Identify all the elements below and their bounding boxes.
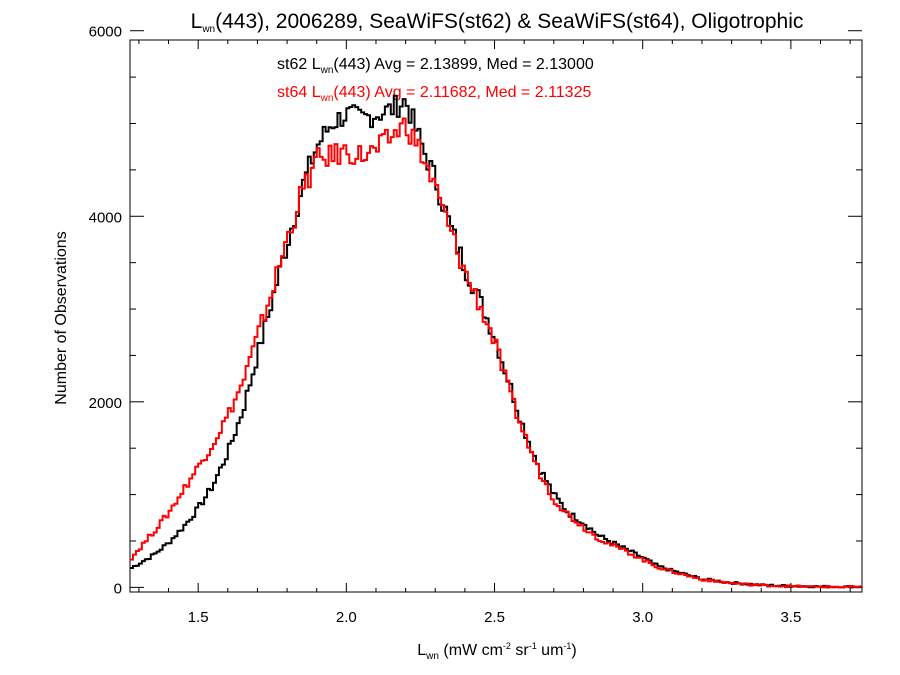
series-layer	[130, 94, 862, 589]
chart-title: Lwn(443), 2006289, SeaWiFS(st62) & SeaWi…	[191, 10, 804, 35]
x-tick-label: 2.0	[336, 609, 357, 626]
axis-ticks: 1.5 2.0 2.5 3.0 3.5 0 2000 4000 6000	[89, 24, 862, 626]
y-tick-label: 6000	[89, 24, 122, 41]
annotation-st62: st62 Lwn(443) Avg = 2.13899, Med = 2.130…	[277, 56, 594, 76]
annotation-st64: st64 Lwn(443) Avg = 2.11682, Med = 2.113…	[277, 84, 591, 104]
y-tick-label: 0	[114, 580, 122, 597]
x-tick-label: 1.5	[188, 609, 209, 626]
x-axis-label: Lwn (mW cm-2 sr-1 um-1)	[417, 641, 577, 662]
y-tick-label: 2000	[89, 395, 122, 412]
y-axis-label: Number of Observations	[53, 231, 70, 404]
x-tick-label: 3.0	[632, 609, 653, 626]
plot-frame	[129, 39, 863, 593]
x-tick-label: 3.5	[780, 609, 801, 626]
series-line-1	[130, 117, 862, 589]
y-tick-label: 4000	[89, 209, 122, 226]
x-tick-label: 2.5	[484, 609, 505, 626]
